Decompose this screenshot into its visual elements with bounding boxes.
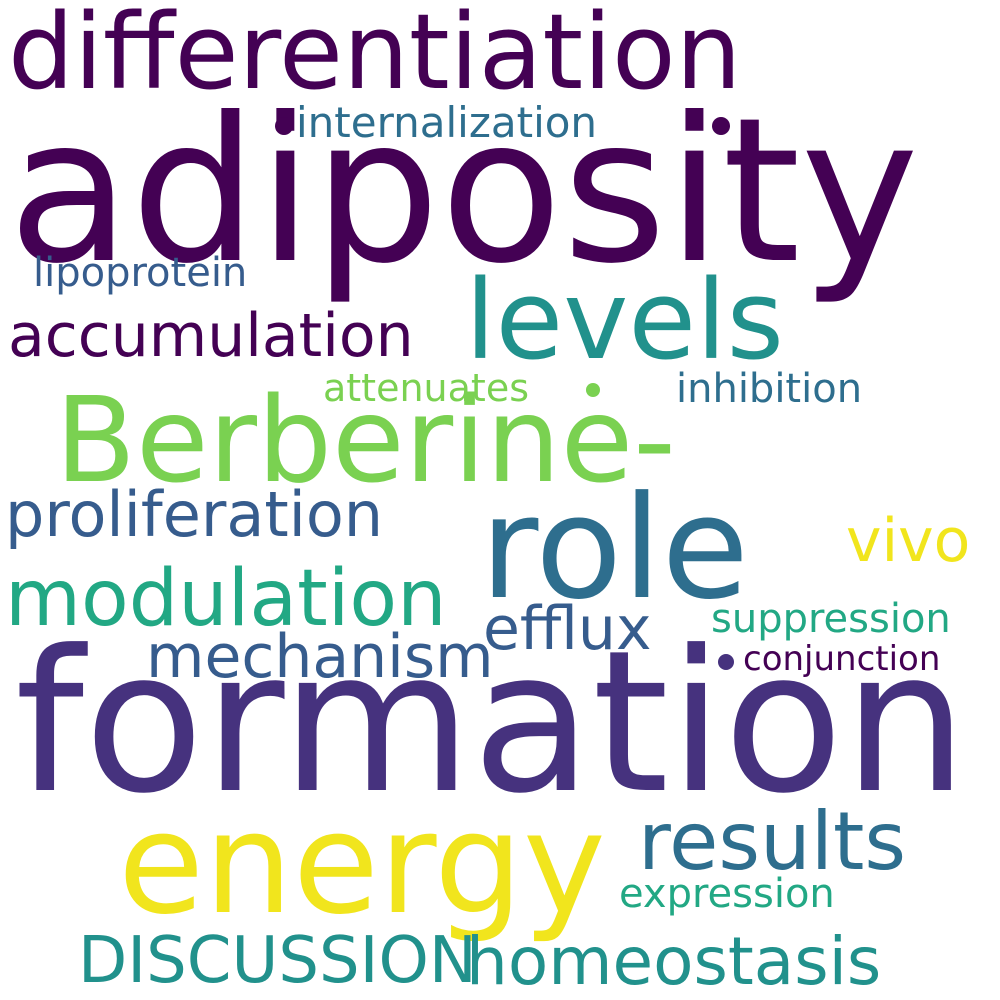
word-suppression: suppression xyxy=(711,596,951,642)
word-homeostasis: homeostasis xyxy=(466,923,882,1000)
word-internalization: internalization xyxy=(296,98,598,147)
word-energy: energy xyxy=(118,783,606,946)
word-differentiation: differentiation xyxy=(8,0,742,113)
word-efflux: efflux xyxy=(483,594,652,664)
word-attenuates: attenuates xyxy=(323,366,529,410)
word-proliferation: proliferation xyxy=(5,478,384,551)
word-modulation: modulation xyxy=(5,554,447,644)
dot-marker xyxy=(718,654,734,670)
word-inhibition: inhibition xyxy=(676,366,863,412)
word-mechanism: mechanism xyxy=(146,622,494,692)
word-expression: expression xyxy=(619,871,835,917)
dot-marker xyxy=(586,383,600,397)
word-discussion: DISCUSSION xyxy=(78,924,477,998)
dot-marker xyxy=(712,117,730,135)
word-lipoprotein: lipoprotein xyxy=(33,250,248,296)
word-role: role xyxy=(480,466,749,631)
word-levels: levels xyxy=(465,256,784,384)
word-vivo: vivo xyxy=(846,506,971,576)
word-results: results xyxy=(638,795,907,888)
dot-marker xyxy=(275,117,293,135)
word-berberine: Berberine- xyxy=(55,371,676,509)
word-conjunction: conjunction xyxy=(743,639,941,679)
word-formation: formation xyxy=(15,609,968,837)
word-accumulation: accumulation xyxy=(8,301,414,371)
word-adiposity: adiposity xyxy=(8,75,919,308)
